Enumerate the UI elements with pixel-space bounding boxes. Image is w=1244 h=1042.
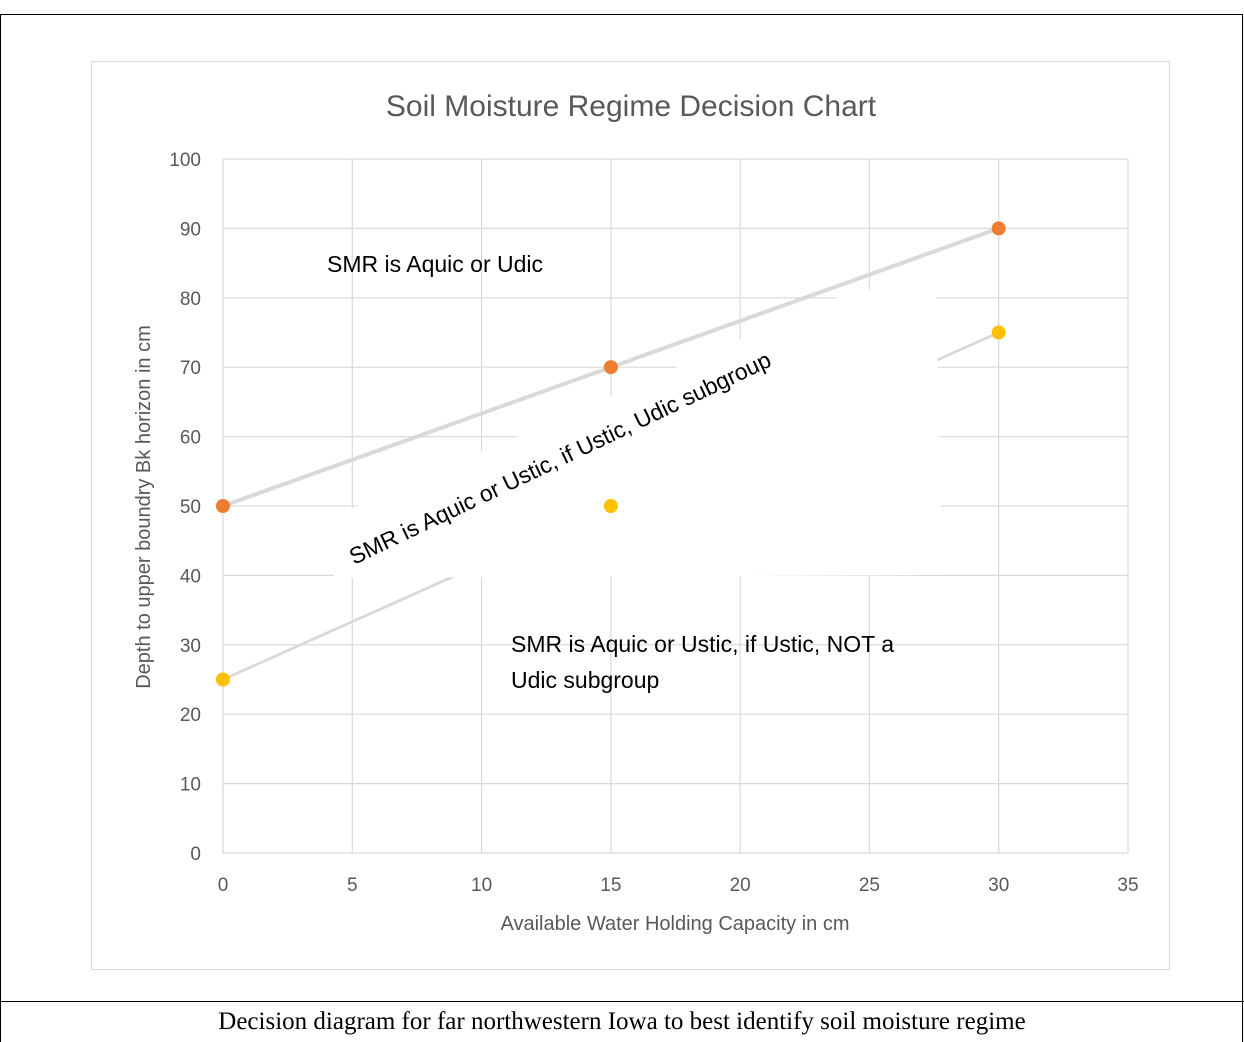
- y-tick-label: 0: [190, 844, 201, 865]
- x-tick-label: 10: [471, 875, 492, 896]
- annotation-aquic-udic: SMR is Aquic or Udic: [327, 251, 543, 277]
- series-1-point: [603, 499, 618, 513]
- caption-divider: [0, 1001, 1244, 1002]
- soil-moisture-chart: 0 10 20 30 40 50 60 70 80 90 100 0 5 10 15 20 25 30 35 SMR…: [133, 90, 1139, 935]
- y-tick-label: 90: [180, 219, 201, 240]
- chart-title: Soil Moisture Regime Decision Chart: [386, 90, 877, 123]
- annotation-aquic-ustic-not-udic-line1: SMR is Aquic or Ustic, if Ustic, NOT a: [511, 631, 894, 657]
- y-tick-label: 70: [180, 358, 201, 379]
- figure-frame: [0, 14, 1243, 1042]
- series-0-point: [991, 221, 1006, 236]
- y-tick-label: 40: [180, 566, 201, 587]
- y-tick-label: 10: [180, 775, 201, 796]
- y-tick-label: 100: [169, 150, 201, 171]
- y-tick-label: 50: [180, 497, 201, 518]
- y-axis-label: Depth to upper boundry Bk horizon in cm: [133, 325, 155, 689]
- figure-caption: Decision diagram for far northwestern Io…: [218, 1008, 1026, 1035]
- x-tick-label: 5: [347, 875, 358, 896]
- series-0-point: [216, 499, 230, 513]
- series-1-point: [991, 325, 1006, 340]
- x-tick-label: 20: [730, 875, 751, 896]
- x-tick-label: 0: [218, 875, 229, 896]
- series-0-point: [603, 360, 618, 375]
- x-tick-label: 25: [859, 875, 880, 896]
- label-backgrounds: [325, 288, 943, 578]
- y-tick-label: 80: [180, 289, 201, 310]
- x-axis-label: Available Water Holding Capacity in cm: [500, 913, 849, 935]
- y-tick-label: 60: [180, 428, 201, 449]
- x-tick-label: 30: [988, 875, 1009, 896]
- middle-label-background: [325, 288, 943, 578]
- annotation-aquic-ustic-not-udic-line2: Udic subgroup: [511, 667, 659, 693]
- y-tick-label: 20: [180, 705, 201, 726]
- x-tick-label: 35: [1117, 875, 1138, 896]
- x-tick-label: 15: [600, 875, 621, 896]
- axes: 0 10 20 30 40 50 60 70 80 90 100 0 5 10 15 20 25 30 35: [169, 150, 1138, 896]
- series-markers: [216, 221, 1006, 687]
- y-tick-label: 30: [180, 636, 201, 657]
- series-1-point: [216, 672, 230, 687]
